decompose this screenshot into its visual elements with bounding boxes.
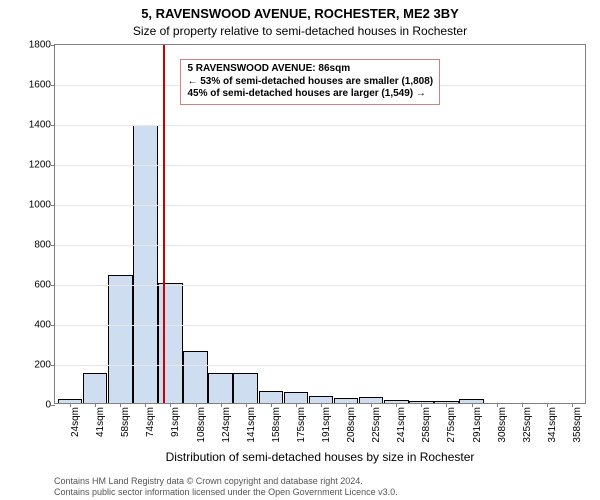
xtick-label: 158sqm bbox=[271, 407, 282, 443]
x-axis-label: Distribution of semi-detached houses by … bbox=[54, 450, 586, 464]
xtick-label: 141sqm bbox=[246, 407, 257, 443]
xtick-label: 91sqm bbox=[170, 407, 181, 437]
ytick-mark bbox=[51, 205, 55, 206]
xtick-label: 208sqm bbox=[346, 407, 357, 443]
xtick-label: 74sqm bbox=[145, 407, 156, 437]
xtick-label: 358sqm bbox=[572, 407, 583, 443]
chart-subtitle: Size of property relative to semi-detach… bbox=[0, 24, 600, 38]
ytick-mark bbox=[51, 365, 55, 366]
xtick-label: 191sqm bbox=[321, 407, 332, 443]
xtick-label: 275sqm bbox=[446, 407, 457, 443]
gridline bbox=[55, 165, 585, 166]
ytick-label: 800 bbox=[34, 240, 51, 251]
ytick-label: 1000 bbox=[29, 200, 51, 211]
ytick-mark bbox=[51, 45, 55, 46]
ytick-mark bbox=[51, 245, 55, 246]
property-size-histogram: 5, RAVENSWOOD AVENUE, ROCHESTER, ME2 3BY… bbox=[0, 0, 600, 500]
histogram-bar bbox=[158, 283, 183, 403]
annotation-line: 5 RAVENSWOOD AVENUE: 86sqm bbox=[187, 63, 433, 76]
histogram-bar bbox=[259, 391, 284, 403]
histogram-bar bbox=[208, 373, 233, 403]
histogram-bar bbox=[284, 392, 309, 403]
xtick-label: 325sqm bbox=[522, 407, 533, 443]
ytick-mark bbox=[51, 325, 55, 326]
chart-title: 5, RAVENSWOOD AVENUE, ROCHESTER, ME2 3BY bbox=[0, 6, 600, 21]
footer-line-1: Contains HM Land Registry data © Crown c… bbox=[54, 476, 586, 487]
xtick-label: 41sqm bbox=[95, 407, 106, 437]
ytick-mark bbox=[51, 85, 55, 86]
annotation-line: 45% of semi-detached houses are larger (… bbox=[187, 88, 433, 101]
histogram-bar bbox=[83, 373, 108, 403]
plot-area: 02004006008001000120014001600180024sqm41… bbox=[54, 44, 586, 404]
ytick-label: 400 bbox=[34, 320, 51, 331]
annotation-line: ← 53% of semi-detached houses are smalle… bbox=[187, 76, 433, 89]
xtick-label: 308sqm bbox=[497, 407, 508, 443]
xtick-label: 124sqm bbox=[221, 407, 232, 443]
xtick-label: 241sqm bbox=[396, 407, 407, 443]
histogram-bar bbox=[183, 351, 208, 403]
gridline bbox=[55, 285, 585, 286]
ytick-label: 0 bbox=[45, 400, 51, 411]
ytick-label: 1800 bbox=[29, 40, 51, 51]
histogram-bar bbox=[133, 125, 158, 403]
xtick-label: 258sqm bbox=[421, 407, 432, 443]
xtick-label: 341sqm bbox=[547, 407, 558, 443]
ytick-mark bbox=[51, 285, 55, 286]
footer-credits: Contains HM Land Registry data © Crown c… bbox=[54, 476, 586, 498]
footer-line-2: Contains public sector information licen… bbox=[54, 487, 586, 498]
ytick-mark bbox=[51, 165, 55, 166]
histogram-bar bbox=[233, 373, 258, 403]
gridline bbox=[55, 125, 585, 126]
histogram-bar bbox=[108, 275, 133, 403]
annotation-box: 5 RAVENSWOOD AVENUE: 86sqm← 53% of semi-… bbox=[180, 59, 440, 105]
ytick-label: 1400 bbox=[29, 120, 51, 131]
gridline bbox=[55, 245, 585, 246]
xtick-label: 225sqm bbox=[371, 407, 382, 443]
gridline bbox=[55, 365, 585, 366]
property-marker-line bbox=[163, 45, 165, 403]
gridline bbox=[55, 205, 585, 206]
ytick-mark bbox=[51, 125, 55, 126]
ytick-label: 200 bbox=[34, 360, 51, 371]
xtick-label: 291sqm bbox=[472, 407, 483, 443]
ytick-label: 1200 bbox=[29, 160, 51, 171]
ytick-mark bbox=[51, 405, 55, 406]
gridline bbox=[55, 325, 585, 326]
xtick-label: 108sqm bbox=[196, 407, 207, 443]
xtick-label: 24sqm bbox=[70, 407, 81, 437]
ytick-label: 1600 bbox=[29, 80, 51, 91]
xtick-label: 175sqm bbox=[296, 407, 307, 443]
ytick-label: 600 bbox=[34, 280, 51, 291]
histogram-bar bbox=[309, 396, 334, 403]
xtick-label: 58sqm bbox=[120, 407, 131, 437]
